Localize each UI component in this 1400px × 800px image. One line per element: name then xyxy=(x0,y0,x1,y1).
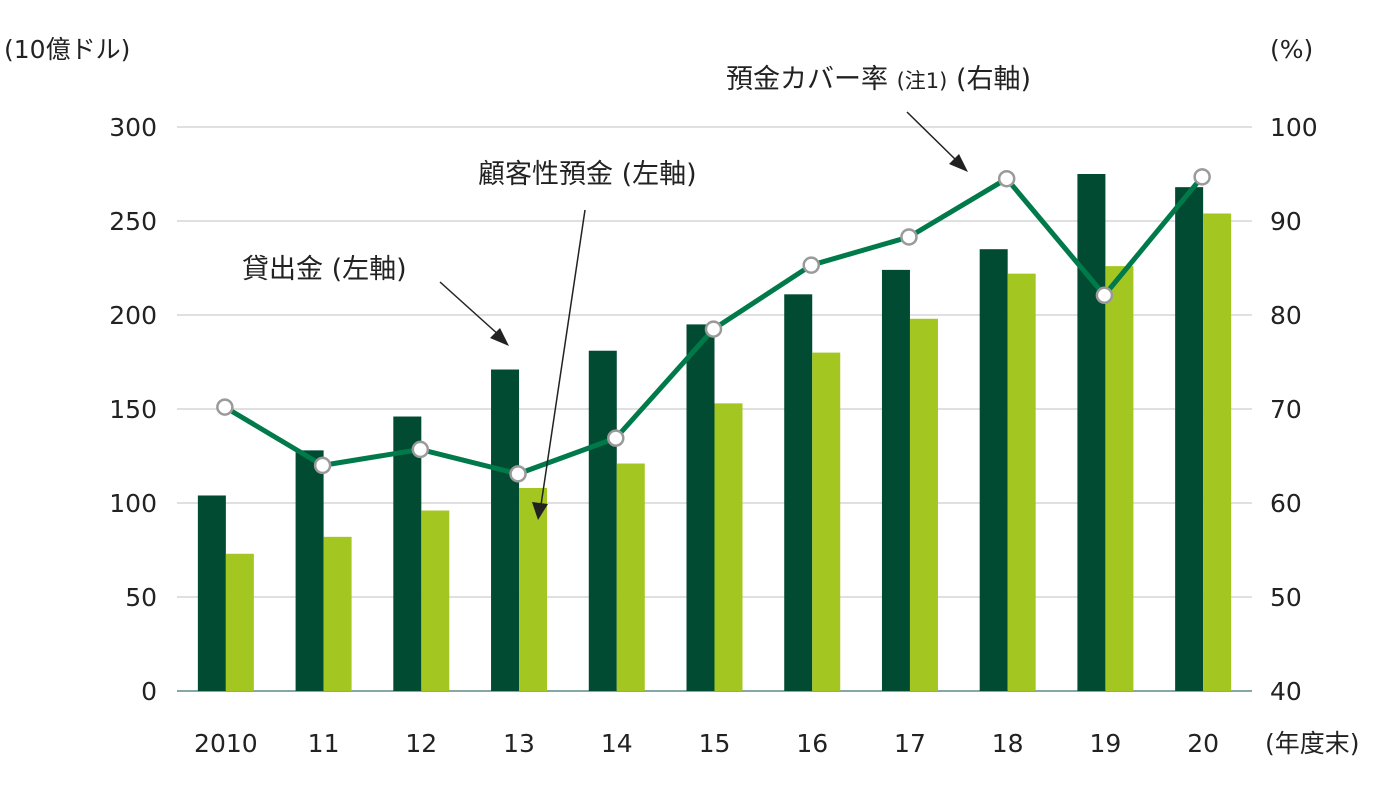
coverage-point xyxy=(1193,168,1211,186)
right-tick-label: 80 xyxy=(1270,301,1302,330)
coverage-point xyxy=(509,465,527,483)
deposits-bar xyxy=(1203,213,1232,692)
x-axis-ticks: 2010 11 12 13 14 15 16 17 18 19 20 xyxy=(194,729,1219,758)
x-tick-label: 13 xyxy=(503,729,535,758)
deposits-bar xyxy=(323,536,352,691)
right-axis-ticks: 40 50 60 70 80 90 100 xyxy=(1270,113,1318,706)
loans-series-label: 貸出金 (左軸) xyxy=(242,254,407,285)
deposits-bar xyxy=(225,553,254,691)
loans-bar xyxy=(197,495,226,691)
x-tick-label: 17 xyxy=(894,729,926,758)
coverage-ratio-markers xyxy=(216,168,1211,483)
deposits-bar xyxy=(714,403,743,691)
deposits-bar xyxy=(812,352,841,691)
right-tick-label: 100 xyxy=(1270,113,1318,142)
loans-bar xyxy=(979,249,1008,691)
coverage-point xyxy=(704,320,723,338)
coverage-series-axis-label: (右軸) xyxy=(956,64,1031,95)
deposits-arrow xyxy=(532,209,586,520)
coverage-point xyxy=(997,169,1016,188)
loans-bar xyxy=(881,269,910,691)
deposits-bar xyxy=(1105,266,1134,691)
left-tick-label: 100 xyxy=(109,489,157,518)
coverage-point xyxy=(216,398,234,416)
loans-bar xyxy=(588,350,617,691)
loans-arrow xyxy=(439,281,509,346)
left-tick-label: 300 xyxy=(109,113,157,142)
right-axis-unit: (%) xyxy=(1270,35,1313,64)
left-tick-label: 0 xyxy=(141,677,157,706)
left-tick-label: 150 xyxy=(109,395,157,424)
x-tick-label: 19 xyxy=(1090,729,1122,758)
loans-bar xyxy=(784,294,813,691)
coverage-point xyxy=(607,429,625,447)
x-tick-label: 16 xyxy=(796,729,828,758)
left-axis-unit: (10億ドル) xyxy=(4,35,130,64)
coverage-point xyxy=(802,256,820,274)
x-tick-label: 20 xyxy=(1187,729,1219,758)
loans-bar xyxy=(393,416,422,691)
deposits-bar xyxy=(519,487,548,691)
right-tick-label: 70 xyxy=(1270,395,1302,424)
loans-bar xyxy=(1077,174,1106,691)
left-axis-ticks: 0 50 100 150 200 250 300 xyxy=(109,113,157,706)
loans-bar xyxy=(295,450,324,691)
coverage-series-note: (注1) xyxy=(897,69,948,93)
x-tick-label: 2010 xyxy=(194,729,258,758)
right-tick-label: 60 xyxy=(1270,489,1302,518)
deposits-bar xyxy=(421,510,450,691)
loans-bar xyxy=(491,369,520,691)
coverage-point xyxy=(1095,286,1114,305)
x-tick-label: 18 xyxy=(992,729,1024,758)
coverage-arrow xyxy=(906,111,968,172)
coverage-point xyxy=(411,440,430,459)
deposits-series-label: 顧客性預金 (左軸) xyxy=(478,159,697,190)
right-tick-label: 90 xyxy=(1270,207,1302,236)
left-tick-label: 50 xyxy=(125,583,157,612)
left-tick-label: 200 xyxy=(109,301,157,330)
right-tick-label: 50 xyxy=(1270,583,1302,612)
x-tick-label: 11 xyxy=(308,729,340,758)
deposits-bar xyxy=(909,318,938,691)
coverage-point xyxy=(900,228,918,246)
x-axis-unit: (年度末) xyxy=(1265,729,1360,758)
coverage-series-label: 預金カバー率 (注1) (右軸) xyxy=(726,64,1031,95)
x-tick-label: 12 xyxy=(405,729,437,758)
loans-bar xyxy=(1175,187,1204,691)
x-tick-label: 15 xyxy=(699,729,731,758)
coverage-point xyxy=(313,456,332,475)
x-tick-label: 14 xyxy=(601,729,633,758)
left-tick-label: 250 xyxy=(109,207,157,236)
bars xyxy=(197,174,1232,692)
deposits-bar xyxy=(1007,273,1036,691)
right-tick-label: 40 xyxy=(1270,677,1302,706)
loans-bar xyxy=(686,324,715,691)
coverage-series-name: 預金カバー率 xyxy=(726,64,888,95)
deposits-bar xyxy=(616,463,645,691)
